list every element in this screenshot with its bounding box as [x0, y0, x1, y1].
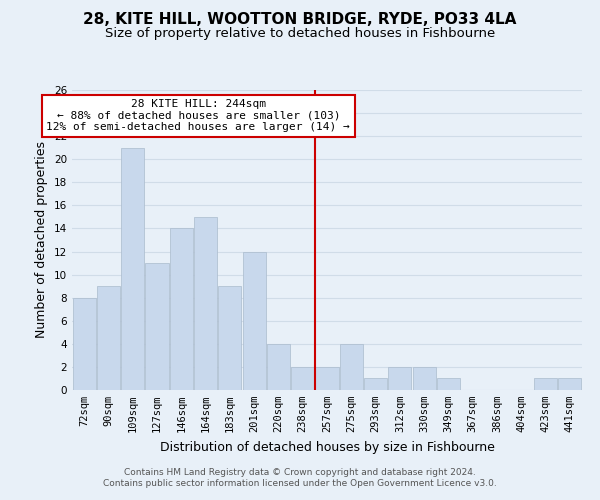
- Bar: [413, 367, 436, 390]
- Bar: [73, 298, 95, 390]
- Bar: [364, 378, 387, 390]
- Bar: [534, 378, 557, 390]
- Y-axis label: Number of detached properties: Number of detached properties: [35, 142, 49, 338]
- Bar: [267, 344, 290, 390]
- Text: 28 KITE HILL: 244sqm
← 88% of detached houses are smaller (103)
12% of semi-deta: 28 KITE HILL: 244sqm ← 88% of detached h…: [46, 99, 350, 132]
- Bar: [170, 228, 193, 390]
- Text: 28, KITE HILL, WOOTTON BRIDGE, RYDE, PO33 4LA: 28, KITE HILL, WOOTTON BRIDGE, RYDE, PO3…: [83, 12, 517, 28]
- Bar: [437, 378, 460, 390]
- Bar: [559, 378, 581, 390]
- Bar: [97, 286, 120, 390]
- Bar: [145, 263, 169, 390]
- X-axis label: Distribution of detached houses by size in Fishbourne: Distribution of detached houses by size …: [160, 440, 494, 454]
- Bar: [340, 344, 363, 390]
- Bar: [121, 148, 144, 390]
- Bar: [388, 367, 412, 390]
- Text: Size of property relative to detached houses in Fishbourne: Size of property relative to detached ho…: [105, 28, 495, 40]
- Text: Contains HM Land Registry data © Crown copyright and database right 2024.
Contai: Contains HM Land Registry data © Crown c…: [103, 468, 497, 487]
- Bar: [291, 367, 314, 390]
- Bar: [316, 367, 338, 390]
- Bar: [242, 252, 266, 390]
- Bar: [194, 217, 217, 390]
- Bar: [218, 286, 241, 390]
